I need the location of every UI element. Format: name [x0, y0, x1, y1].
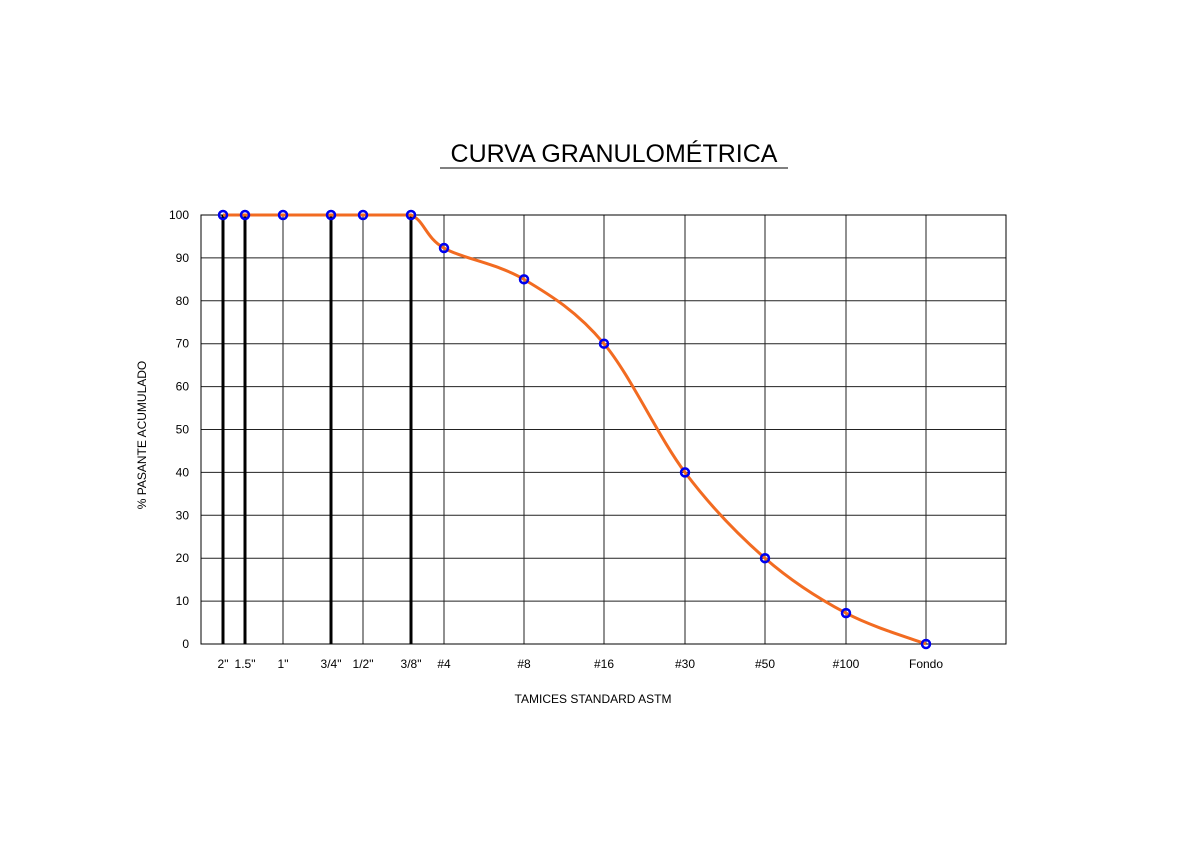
x-axis-label: TAMICES STANDARD ASTM [515, 692, 672, 706]
data-point-marker [239, 209, 251, 221]
data-markers [217, 209, 932, 650]
y-tick-label: 50 [176, 423, 190, 437]
y-tick-label: 90 [176, 251, 190, 265]
x-tick-label: #16 [594, 657, 614, 671]
y-tick-label: 70 [176, 337, 190, 351]
x-tick-label: 3/4" [321, 657, 342, 671]
x-tick-label: 1" [278, 657, 289, 671]
data-point-marker [325, 209, 337, 221]
y-tick-label: 40 [176, 465, 190, 479]
data-point-marker [840, 607, 852, 619]
y-tick-label: 30 [176, 508, 190, 522]
x-tick-label: 3/8" [401, 657, 422, 671]
x-tick-label: 1/2" [353, 657, 374, 671]
y-tick-label: 0 [182, 637, 189, 651]
x-tick-label: 1.5" [235, 657, 256, 671]
data-point-marker [759, 552, 771, 564]
data-point-marker [679, 467, 691, 478]
x-tick-label: #50 [755, 657, 775, 671]
data-point-marker [598, 338, 610, 349]
plot-border [200, 214, 1007, 645]
data-point-marker [518, 274, 530, 285]
y-tick-label: 100 [169, 208, 189, 222]
y-axis-label: % PASANTE ACUMULADO [135, 361, 149, 509]
data-point-marker [438, 242, 450, 254]
x-tick-label: #100 [833, 657, 860, 671]
x-tick-label: Fondo [909, 657, 943, 671]
x-tick-label: #8 [517, 657, 531, 671]
data-point-marker [277, 209, 289, 221]
grading-curve [223, 213, 927, 646]
data-point-marker [217, 209, 229, 221]
x-tick-label: 2" [218, 657, 229, 671]
y-tick-label: 60 [176, 380, 190, 394]
sieve-lines [221, 215, 927, 644]
y-tick-label: 10 [176, 594, 190, 608]
y-tick-label: 80 [176, 294, 190, 308]
y-tick-label: 20 [176, 551, 190, 565]
x-tick-label: #30 [675, 657, 695, 671]
chart-title: CURVA GRANULOMÉTRICA [451, 139, 778, 168]
chart-title-group: CURVA GRANULOMÉTRICA [440, 139, 788, 169]
data-point-marker [405, 209, 417, 221]
x-tick-label: #4 [437, 657, 451, 671]
x-axis-ticks: 2" 1.5" 1" 3/4" 1/2" 3/8" #4 #8 #16 #30 #50 #100 Fon… [218, 657, 944, 671]
y-axis-ticks: 0 10 20 30 40 50 60 70 80 90 100 [169, 208, 189, 651]
data-point-marker [920, 638, 932, 650]
data-point-marker [357, 209, 369, 221]
